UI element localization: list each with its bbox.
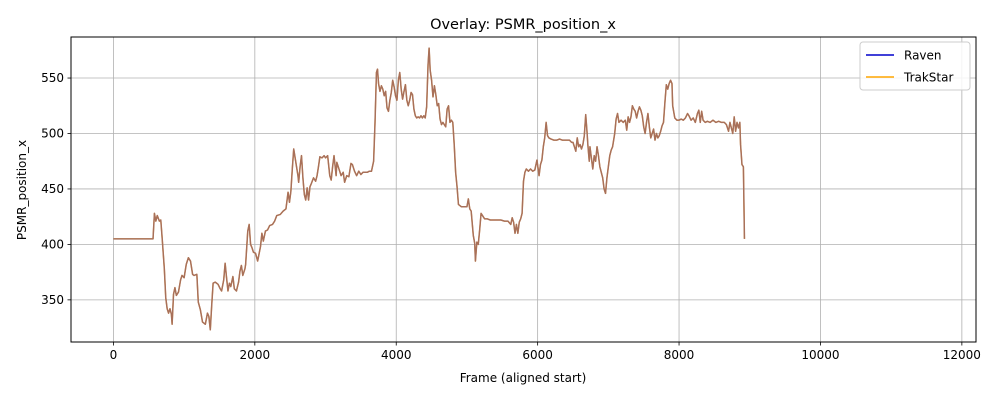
y-tick-label: 350 — [41, 293, 64, 307]
series-line-raven — [113, 47, 746, 331]
x-tick-label: 8000 — [664, 348, 695, 362]
y-tick-label: 450 — [41, 182, 64, 196]
x-tick-label: 10000 — [801, 348, 839, 362]
y-tick-label: 550 — [41, 71, 64, 85]
series-layer — [113, 47, 746, 331]
y-tick-label: 400 — [41, 237, 64, 251]
x-tick-label: 2000 — [240, 348, 271, 362]
x-tick-label: 6000 — [522, 348, 553, 362]
x-axis-ticks: 0 2000 4000 6000 8000 10000 12000 — [110, 342, 981, 362]
y-axis-ticks: 350 400 450 500 550 — [41, 71, 71, 307]
legend: Raven TrakStar — [859, 41, 971, 91]
x-axis-title: Frame (aligned start) — [460, 371, 587, 385]
legend-box — [859, 41, 971, 91]
x-tick-label: 4000 — [381, 348, 412, 362]
plot-frame — [70, 36, 977, 343]
y-axis-title: PSMR_position_x — [15, 140, 29, 240]
chart-title: Overlay: PSMR_position_x — [430, 17, 616, 33]
legend-label-trakstar: TrakStar — [903, 71, 953, 85]
legend-label-raven: Raven — [904, 49, 942, 63]
y-gridlines — [71, 77, 976, 301]
x-tick-label: 0 — [110, 348, 118, 362]
x-tick-label: 12000 — [943, 348, 981, 362]
y-tick-label: 500 — [41, 126, 64, 140]
